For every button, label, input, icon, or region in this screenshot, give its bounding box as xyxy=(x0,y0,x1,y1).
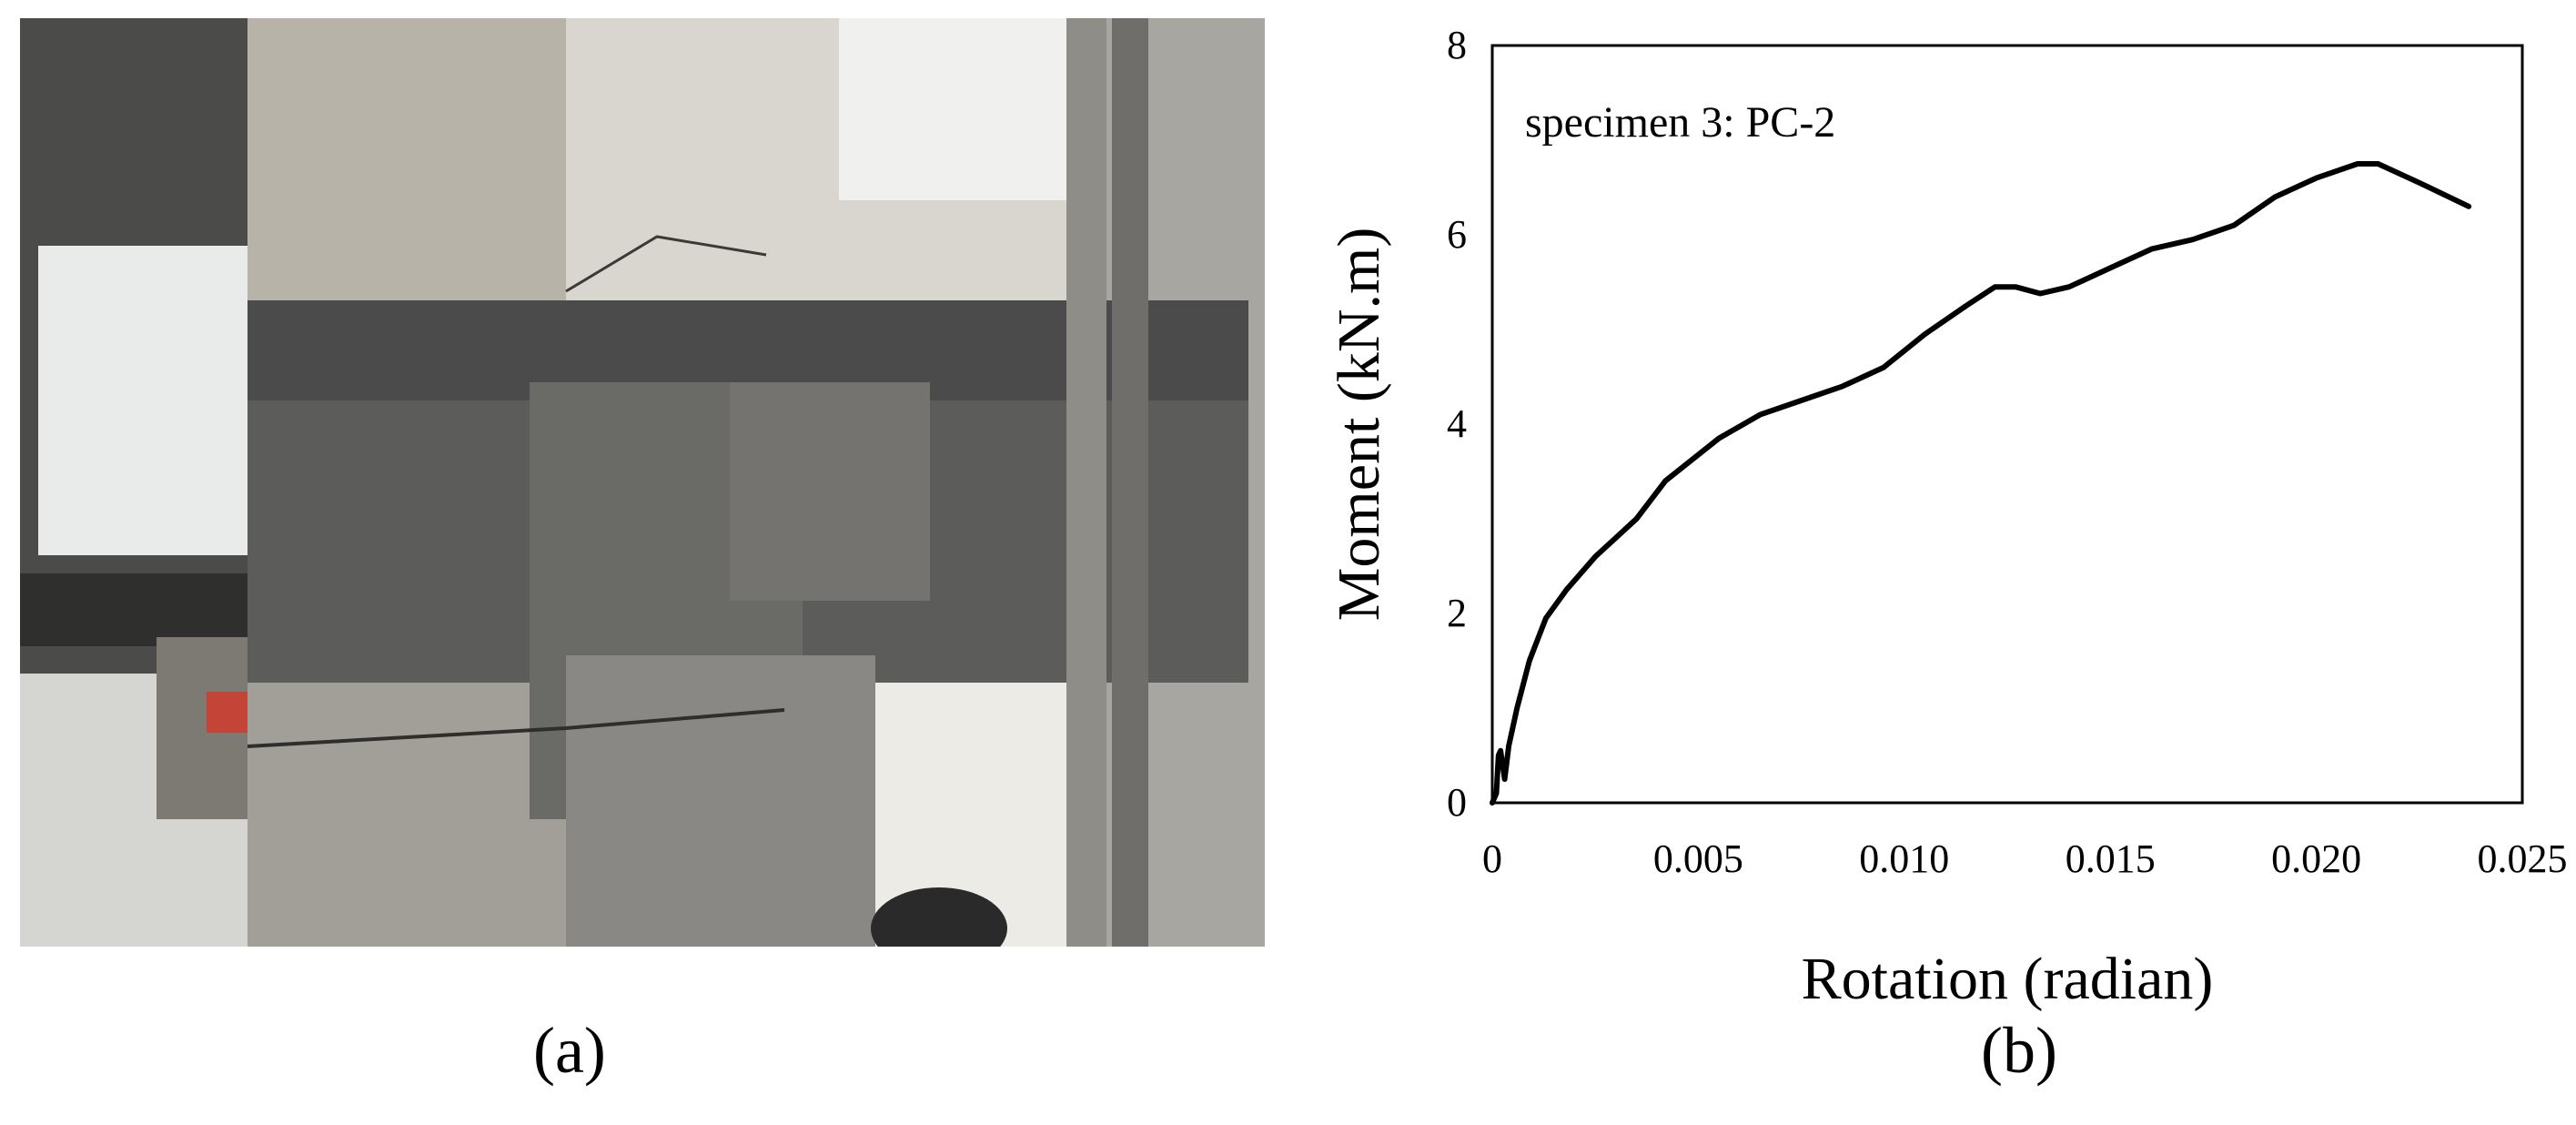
moment-rotation-chart: 0 2 4 6 8 0 0.005 0.010 0.015 0.020 0.025 specime… xyxy=(1301,0,2576,1125)
panel-b-caption: (b) xyxy=(1981,1014,2057,1087)
x-tick-label: 0.025 xyxy=(2478,836,2568,881)
chart-svg: 0 2 4 6 8 0 0.005 0.010 0.015 0.020 0.025 specime… xyxy=(1326,23,2568,1012)
x-tick-label: 0 xyxy=(1482,836,1502,881)
x-tick-label: 0.010 xyxy=(1859,836,1949,881)
x-tick-label: 0.020 xyxy=(2271,836,2361,881)
specimen-annotation: specimen 3: PC-2 xyxy=(1525,98,1835,147)
panel-a-caption: (a) xyxy=(533,1014,606,1087)
x-axis-title: Rotation (radian) xyxy=(1802,946,2214,1012)
y-tick-label: 8 xyxy=(1447,23,1467,67)
moment-rotation-curve xyxy=(1490,161,2472,806)
plot-frame xyxy=(1490,44,2524,805)
x-tick-label: 0.005 xyxy=(1653,836,1743,881)
y-tick-label: 6 xyxy=(1447,212,1467,257)
y-tick-label: 0 xyxy=(1447,780,1467,825)
specimen-photo-image xyxy=(20,18,1265,969)
specimen-photo xyxy=(20,18,1265,969)
y-tick-label: 4 xyxy=(1447,401,1467,446)
y-tick-label: 2 xyxy=(1447,591,1467,635)
y-axis-title: Moment (kN.m) xyxy=(1326,228,1392,622)
x-tick-label: 0.015 xyxy=(2066,836,2156,881)
